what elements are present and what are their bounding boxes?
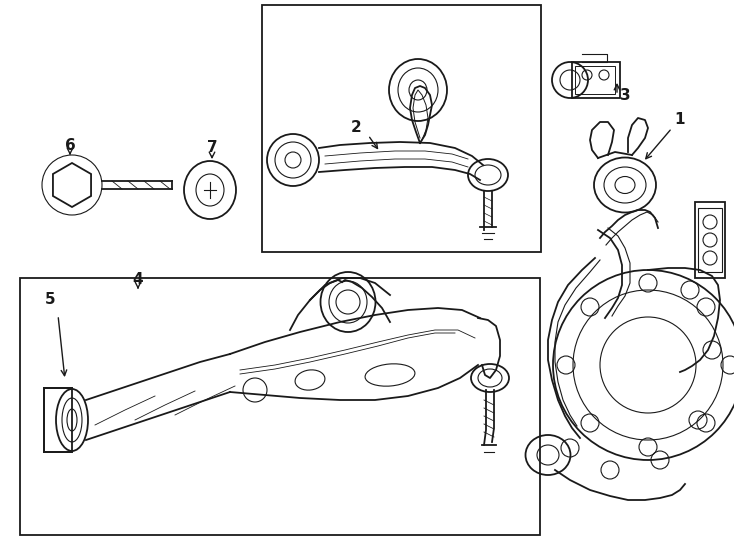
Bar xyxy=(20,278,540,535)
Bar xyxy=(44,388,72,452)
Bar xyxy=(262,5,541,252)
Text: 5: 5 xyxy=(45,293,55,307)
Text: 6: 6 xyxy=(65,138,76,152)
Text: 1: 1 xyxy=(675,112,686,127)
Text: 2: 2 xyxy=(352,120,362,136)
Text: 7: 7 xyxy=(207,140,217,156)
Bar xyxy=(572,62,620,98)
Bar xyxy=(695,202,725,278)
Text: 3: 3 xyxy=(620,87,631,103)
Bar xyxy=(575,66,615,94)
Text: 4: 4 xyxy=(133,273,143,287)
Bar xyxy=(698,208,722,272)
